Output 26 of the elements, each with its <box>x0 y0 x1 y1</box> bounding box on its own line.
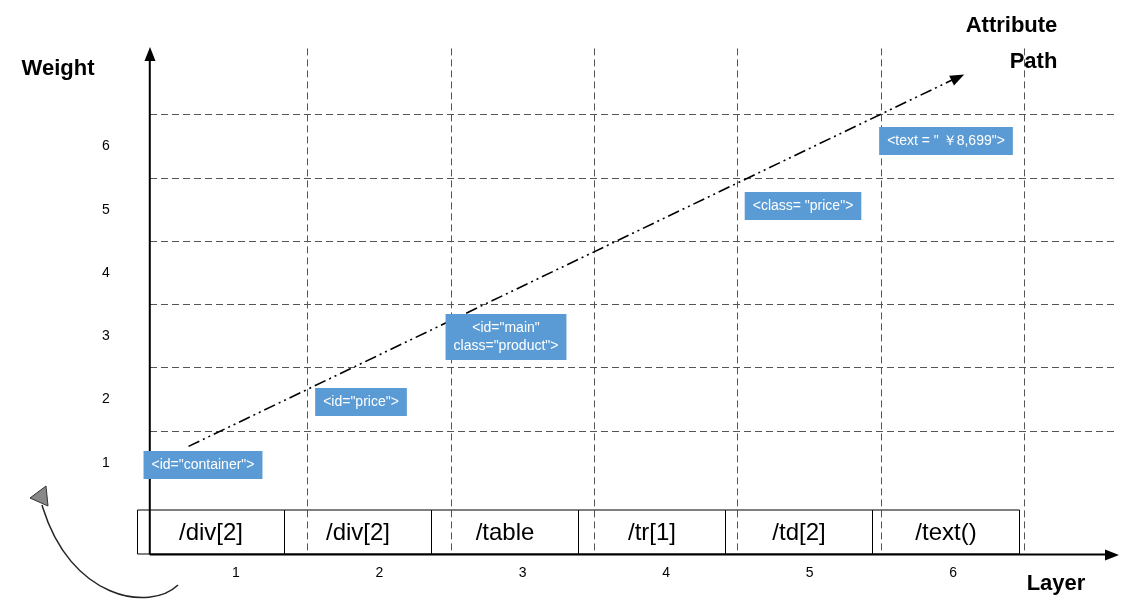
x-tick-label: 1 <box>231 563 240 580</box>
annotation: <id="main" class="product"> <box>453 318 559 353</box>
x-tick-label: 6 <box>949 563 958 580</box>
annotation: <text = " ￥8,699"> <box>887 131 1005 148</box>
x-axis-title: Layer <box>1026 570 1086 596</box>
y-tick-label: 6 <box>101 137 110 154</box>
y-tick-label: 5 <box>101 200 110 217</box>
x-tick-label: 4 <box>662 563 671 580</box>
annotation: /div[2] <box>325 517 391 545</box>
y-axis-title: Weight <box>21 55 96 81</box>
series-label: Attribute Path <box>965 11 1058 73</box>
x-tick-label: 5 <box>805 563 814 580</box>
annotation: /tr[1] <box>627 517 677 545</box>
y-tick-label: 4 <box>101 263 110 280</box>
y-tick-label: 1 <box>101 453 110 470</box>
y-tick-label: 3 <box>101 327 110 344</box>
annotation: /div[2] <box>178 517 244 545</box>
annotation: /td[2] <box>772 517 826 545</box>
annotation: /table <box>475 517 535 545</box>
y-tick-label: 2 <box>101 390 110 407</box>
x-tick-label: 3 <box>518 563 527 580</box>
annotation: <id="price"> <box>323 392 399 409</box>
annotation: <class= "price"> <box>752 196 854 213</box>
x-tick-label: 2 <box>375 563 384 580</box>
annotation: <id="container"> <box>151 455 255 472</box>
annotation: /text() <box>915 517 977 545</box>
